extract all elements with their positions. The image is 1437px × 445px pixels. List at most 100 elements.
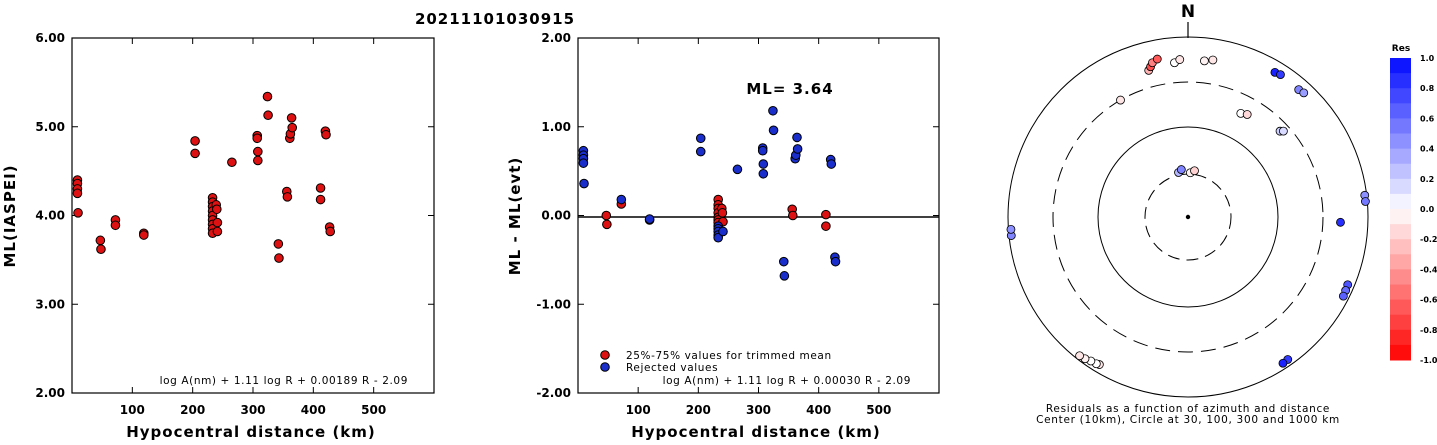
data-point [616, 194, 627, 205]
data-point [792, 132, 802, 143]
data-point [273, 239, 284, 249]
data-point [821, 209, 831, 220]
panel-residual-vs-distance: 100 200 300 400 500 -2.00 -1.00 0.00 1.00 2.00 ML… [506, 31, 940, 441]
data-point [579, 178, 589, 189]
data-point [321, 129, 331, 140]
colorbar-cell [1390, 88, 1411, 104]
station-marker [1190, 166, 1199, 176]
data-point [695, 133, 706, 144]
data-point [718, 226, 728, 237]
station-marker [1200, 56, 1209, 66]
x-tick-label: 100 [626, 403, 651, 417]
station-marker [1006, 224, 1016, 234]
epicenter-marker [1185, 214, 1191, 220]
x-tick-label: 400 [301, 403, 326, 417]
data-point [644, 214, 655, 224]
station-marker [1176, 165, 1186, 174]
data-point [95, 235, 106, 246]
y-tick-label: 3.00 [35, 297, 65, 311]
x-axis-label: Hypocentral distance (km) [631, 423, 881, 441]
data-point [778, 256, 789, 267]
colorbar-cell [1390, 178, 1411, 195]
x-tick-label: 500 [361, 403, 386, 417]
data-point [757, 145, 768, 156]
data-point [263, 110, 273, 121]
data-point [601, 210, 612, 221]
data-point [713, 232, 723, 243]
station-marker [1338, 291, 1348, 301]
x-tick-label: 200 [180, 403, 205, 417]
colorbar-cell [1390, 209, 1411, 225]
y-tick-label: 5.00 [35, 120, 65, 134]
station-marker [1175, 55, 1185, 64]
data-point [717, 208, 728, 218]
colorbar-cell [1390, 254, 1411, 270]
y-tick-label: -1.00 [536, 297, 571, 311]
data-point [282, 192, 293, 202]
legend-label-rejected: Rejected values [626, 362, 718, 374]
panel-azimuth-residuals: N Residuals as a function of azimuth and… [1006, 2, 1370, 426]
y-tick-label: -2.00 [536, 386, 571, 400]
colorbar-cell [1390, 329, 1411, 346]
colorbar-label: 0.2 [1420, 175, 1434, 184]
colorbar-label: 0.8 [1420, 84, 1435, 93]
data-point [821, 221, 831, 231]
data-point [830, 256, 841, 267]
station-marker [1361, 197, 1370, 206]
data-point [262, 91, 273, 102]
station-marker [1276, 70, 1285, 80]
residual-colorbar: Res 1.0 0.8 0.6 0.4 0.2 0.0 -0.2 -0.4 -0.6 -0.8 -1… [1390, 44, 1437, 365]
data-point [578, 158, 589, 168]
colorbar-label: -1.0 [1420, 356, 1437, 365]
circle-300km [1052, 81, 1324, 353]
station-marker [1208, 55, 1218, 65]
data-point [315, 183, 326, 193]
data-point [768, 125, 779, 136]
caption-line-2: Center (10km), Circle at 30, 100, 300 an… [1036, 414, 1340, 426]
station-marker [1278, 126, 1288, 136]
data-point [826, 159, 837, 169]
panel-ml-vs-distance: 100 200 300 400 500 2.00 3.00 4.00 5.00 6.00 Hypo… [1, 31, 435, 441]
y-tick-label: 0.00 [541, 209, 571, 223]
legend-marker-rejected [600, 362, 610, 372]
colorbar-cell [1390, 163, 1411, 180]
data-point [72, 188, 83, 199]
colorbar-cell [1390, 103, 1411, 119]
x-tick-label: 100 [120, 403, 145, 417]
circle-30km [1144, 173, 1232, 261]
data-point [212, 226, 223, 237]
station-marker [1075, 351, 1085, 361]
caption-line-1: Residuals as a function of azimuth and d… [1046, 403, 1330, 415]
colorbar-cell [1390, 269, 1411, 285]
x-tick-label: 400 [806, 403, 831, 417]
data-point [190, 148, 200, 159]
y-tick-label: 6.00 [35, 31, 65, 45]
y-axis-label: ML(IASPEI) [1, 164, 19, 267]
data-point [96, 244, 106, 255]
legend-marker-trimmed [600, 350, 610, 360]
colorbar-label: 1.0 [1420, 54, 1435, 63]
north-label: N [1181, 2, 1195, 22]
colorbar-cell [1390, 133, 1411, 150]
data-point [286, 113, 297, 123]
data-point [315, 194, 326, 205]
data-point [138, 230, 149, 240]
y-axis-label: ML - ML(evt) [506, 157, 524, 275]
colorbar-cell [1390, 284, 1411, 301]
colorbar-cell [1390, 224, 1411, 240]
colorbar-label: -0.8 [1420, 326, 1437, 335]
y-tick-label: 2.00 [35, 386, 65, 400]
colorbar-cell [1390, 239, 1411, 255]
data-point [253, 155, 263, 166]
colorbar-label: -0.6 [1420, 296, 1437, 305]
plot-frame [71, 37, 435, 394]
data-point [212, 217, 223, 228]
y-tick-label: 1.00 [541, 120, 571, 134]
legend-label-trimmed: 25%-75% values for trimmed mean [626, 350, 832, 362]
colorbar-title: Res [1392, 44, 1410, 54]
x-tick-label: 500 [866, 403, 891, 417]
station-marker [1242, 110, 1252, 119]
circle-1000km [1007, 36, 1369, 398]
colorbar-label: 0.0 [1420, 205, 1435, 214]
